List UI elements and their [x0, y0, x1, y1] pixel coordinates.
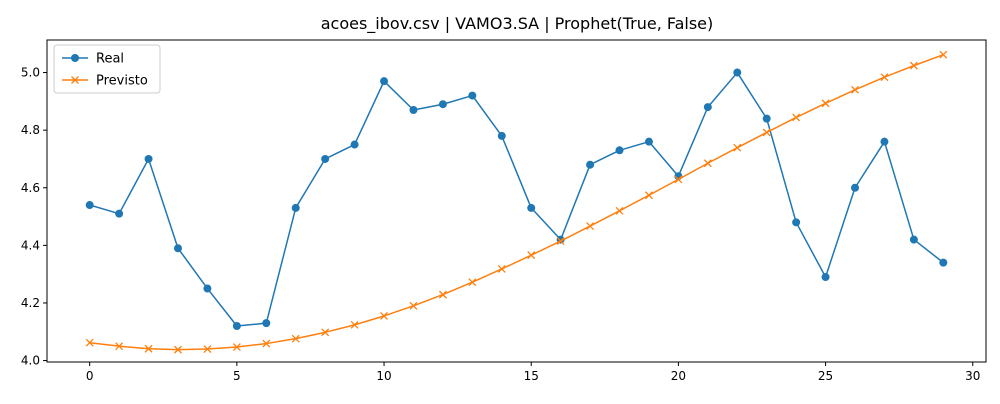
- series-line-real: [89, 71, 944, 327]
- y-tick-label: 4.8: [21, 123, 40, 137]
- data-point: [880, 73, 889, 82]
- y-tick-label: 4.6: [21, 181, 40, 195]
- data-point: [792, 113, 801, 122]
- data-point: [880, 137, 889, 146]
- y-tick-label: 4.2: [21, 296, 40, 310]
- data-point: [527, 203, 536, 212]
- data-point: [144, 344, 153, 353]
- data-point: [438, 290, 447, 299]
- y-tick-label: 5.0: [21, 66, 40, 80]
- data-point: [556, 237, 565, 245]
- data-point: [733, 143, 742, 152]
- data-point: [232, 321, 241, 330]
- data-point: [85, 201, 94, 210]
- data-point: [409, 301, 418, 310]
- y-tick-label: 4.0: [21, 354, 40, 368]
- plot-frame: [46, 39, 987, 363]
- data-point: [350, 140, 359, 149]
- data-point: [321, 154, 330, 163]
- y-tick-label: 4.4: [21, 238, 40, 252]
- data-point: [792, 218, 801, 227]
- data-point: [262, 319, 271, 328]
- series-previsto: [85, 50, 948, 354]
- data-point: [144, 154, 153, 163]
- data-point: [203, 284, 212, 293]
- data-point: [909, 235, 918, 244]
- data-point: [762, 128, 771, 137]
- data-point: [703, 103, 712, 112]
- legend-box: [53, 44, 161, 94]
- data-point: [468, 91, 477, 100]
- data-point: [380, 77, 389, 86]
- x-tick-label: 5: [233, 369, 241, 383]
- data-point: [762, 114, 771, 123]
- x-tick-label: 15: [524, 369, 539, 383]
- data-point: [497, 131, 506, 140]
- data-point: [733, 68, 742, 77]
- data-point: [409, 105, 418, 114]
- data-point: [821, 273, 830, 282]
- data-point: [174, 345, 182, 354]
- axes: 0 5 10 15 20 25 30 4.0 4.2 4.4 4.6 4.8 5.0: [21, 39, 987, 383]
- data-point: [291, 334, 300, 343]
- data-point: [586, 222, 595, 231]
- series-real: [85, 68, 948, 330]
- data-point: [644, 137, 653, 146]
- data-point: [321, 328, 330, 337]
- data-point: [615, 146, 624, 155]
- data-point: [909, 61, 918, 70]
- data-point: [821, 99, 830, 108]
- legend-marker: [71, 54, 79, 62]
- legend-label: Previsto: [96, 74, 148, 89]
- data-point: [645, 191, 653, 200]
- data-point: [438, 100, 447, 109]
- data-point: [674, 175, 683, 184]
- data-point: [115, 209, 124, 218]
- data-point: [851, 85, 859, 94]
- data-point: [527, 251, 536, 260]
- x-tick-label: 20: [671, 369, 686, 383]
- data-point: [615, 206, 624, 215]
- x-tick-label: 30: [965, 369, 980, 383]
- chart-title: acoes_ibov.csv | VAMO3.SA | Prophet(True…: [321, 14, 714, 34]
- data-point: [173, 244, 182, 253]
- legend-marker: [71, 76, 79, 84]
- data-point: [350, 320, 359, 329]
- x-tick-label: 10: [376, 369, 391, 383]
- data-point: [497, 265, 506, 273]
- data-point: [291, 203, 300, 212]
- data-point: [851, 183, 860, 192]
- legend-item-real: Real: [62, 52, 124, 67]
- series-line-previsto: [89, 53, 944, 351]
- x-tick-label: 25: [818, 369, 833, 383]
- data-point: [939, 50, 948, 59]
- legend-item-previsto: Previsto: [62, 74, 148, 89]
- legend-label: Real: [96, 52, 124, 67]
- data-point: [703, 159, 712, 168]
- data-point: [115, 342, 124, 351]
- plot-area: [85, 50, 948, 354]
- data-point: [262, 339, 271, 348]
- data-point: [232, 343, 241, 351]
- data-point: [203, 345, 212, 353]
- legend: Real Previsto: [53, 44, 161, 94]
- data-point: [939, 258, 948, 267]
- data-point: [468, 278, 477, 287]
- data-point: [85, 338, 94, 347]
- data-point: [586, 160, 595, 169]
- data-point: [380, 311, 388, 320]
- x-tick-label: 0: [86, 369, 94, 383]
